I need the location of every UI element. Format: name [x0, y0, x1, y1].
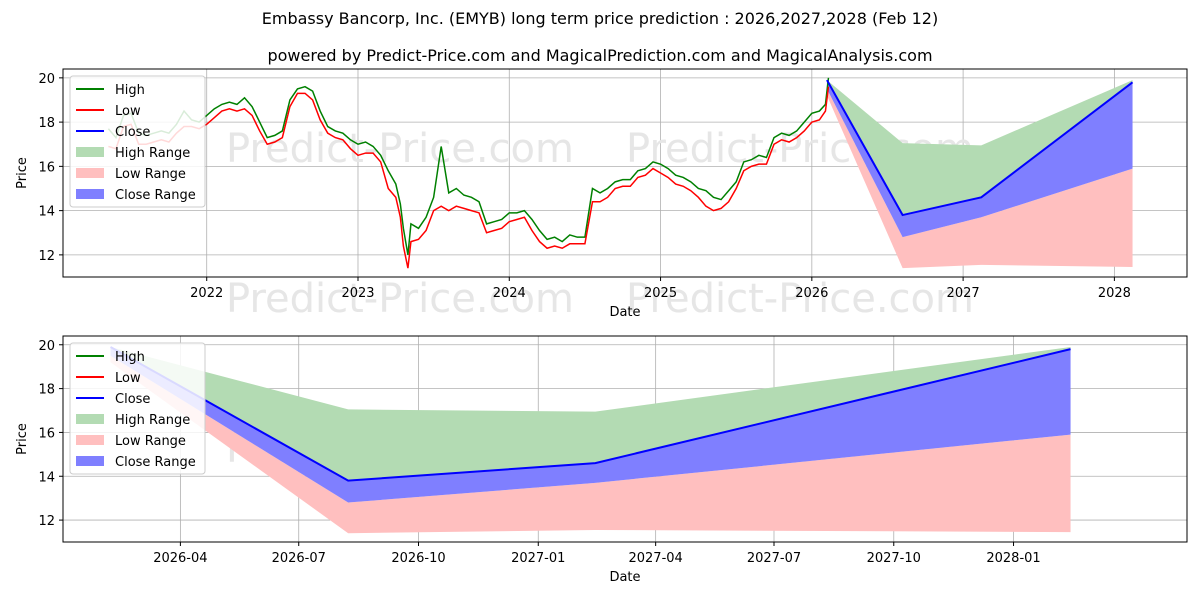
y-tick-label: 16	[38, 160, 55, 175]
x-tick-label: 2027-01	[511, 551, 565, 566]
axes-frame	[62, 68, 1188, 278]
y-tick-label: 14	[38, 470, 55, 485]
y-tick-label: 20	[38, 72, 55, 87]
legend-label-close-range: Close Range	[115, 188, 196, 203]
legend-swatch-close-range	[76, 189, 104, 199]
legend: High Low Close High Range Low Range Close Ran…	[69, 75, 206, 208]
x-tick-label: 2026-10	[391, 551, 445, 566]
low-range-area	[826, 88, 1133, 269]
plot-area	[107, 77, 1134, 269]
legend-label-low-range: Low Range	[115, 167, 186, 182]
y-tick-label: 12	[38, 249, 55, 264]
legend: High Low Close High Range Low Range Close Ran…	[69, 342, 206, 475]
legend-swatch-high-range	[76, 414, 104, 424]
high-range-area	[826, 80, 1133, 216]
close-forecast-line	[110, 346, 1071, 482]
legend-label-low: Low	[115, 104, 141, 119]
legend-label-high: High	[115, 350, 145, 365]
x-tick-label: 2024	[493, 286, 526, 301]
x-tick-label: 2023	[341, 286, 374, 301]
y-tick-label: 20	[38, 339, 55, 354]
x-axis-label: Date	[609, 570, 640, 585]
x-axis-label: Date	[609, 305, 640, 320]
chart-panel-1: Predict-Price.com Predict-Price.comPredic…	[15, 68, 1188, 322]
chart-subtitle: powered by Predict-Price.com and Magical…	[267, 46, 933, 65]
legend-swatch-low-range	[76, 435, 104, 445]
legend-swatch-high-range	[76, 147, 104, 157]
legend-label-high-range: High Range	[115, 413, 190, 428]
chart-panel-2: Predict-Price.comPredict-Price.com2026-0…	[15, 335, 1188, 585]
y-tick-label: 18	[38, 116, 55, 131]
low-price-line	[108, 86, 830, 269]
close-forecast-line	[826, 79, 1134, 217]
legend-label-close-range: Close Range	[115, 455, 196, 470]
y-axis-label: Price	[15, 157, 30, 189]
legend-label-low-range: Low Range	[115, 434, 186, 449]
y-tick-label: 12	[38, 514, 55, 529]
legend-label-low: Low	[115, 371, 141, 386]
legend-label-close: Close	[115, 392, 150, 407]
x-tick-label: 2026	[795, 286, 828, 301]
y-tick-label: 14	[38, 205, 55, 220]
x-tick-label: 2028	[1098, 286, 1131, 301]
close-range-area	[826, 80, 1133, 238]
legend-swatch-close-range	[76, 456, 104, 466]
plot-area	[110, 346, 1071, 534]
x-tick-label: 2026-07	[272, 551, 326, 566]
legend-label-close: Close	[115, 125, 150, 140]
y-tick-label: 18	[38, 383, 55, 398]
legend-label-high: High	[115, 83, 145, 98]
axes-frame	[62, 335, 1188, 543]
close-range-area	[110, 346, 1071, 503]
x-tick-label: 2025	[644, 286, 677, 301]
y-tick-label: 16	[38, 426, 55, 441]
watermark-text: Predict-Price.com	[626, 276, 974, 322]
x-tick-label: 2026-04	[153, 551, 207, 566]
high-price-line	[107, 77, 830, 255]
x-tick-label: 2027	[947, 286, 980, 301]
legend-label-high-range: High Range	[115, 146, 190, 161]
chart-title: Embassy Bancorp, Inc. (EMYB) long term p…	[261, 9, 939, 28]
legend-swatch-low-range	[76, 168, 104, 178]
low-range-area	[110, 355, 1071, 534]
x-tick-label: 2022	[190, 286, 223, 301]
x-tick-label: 2028-01	[986, 551, 1040, 566]
watermark-text: Predict-Price.com	[226, 276, 574, 322]
high-range-area	[110, 346, 1071, 481]
x-tick-label: 2027-04	[628, 551, 682, 566]
y-axis-label: Price	[15, 423, 30, 455]
x-tick-label: 2027-07	[747, 551, 801, 566]
x-tick-label: 2027-10	[867, 551, 921, 566]
